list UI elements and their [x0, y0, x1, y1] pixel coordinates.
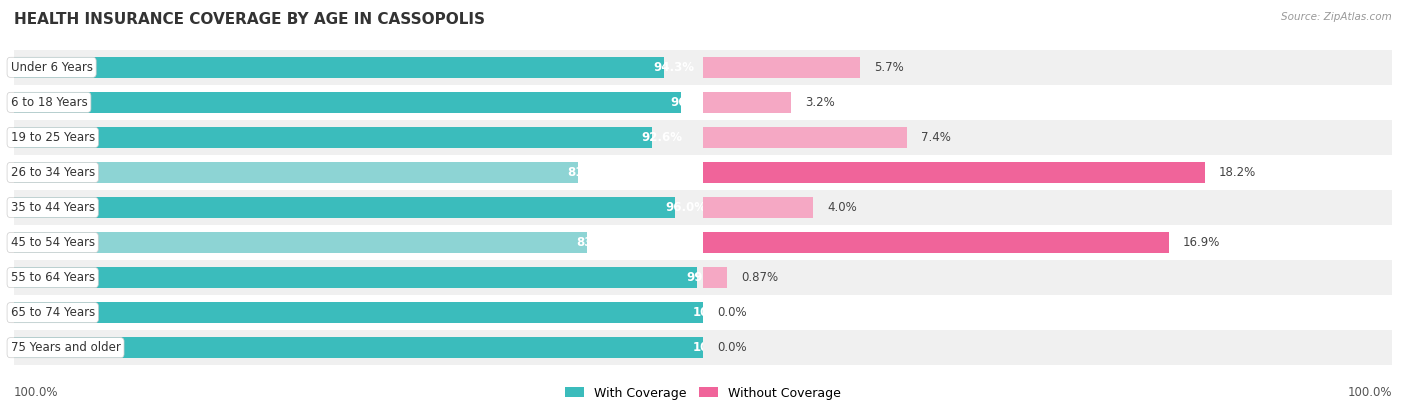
Text: 96.8%: 96.8% [671, 96, 711, 109]
Text: 94.3%: 94.3% [654, 61, 695, 74]
Bar [703, 190, 1392, 225]
Bar [14, 50, 703, 85]
Bar [703, 225, 738, 260]
Bar [703, 267, 727, 288]
Text: 7.4%: 7.4% [921, 131, 950, 144]
Bar [703, 85, 733, 120]
Text: 35 to 44 Years: 35 to 44 Years [11, 201, 94, 214]
Bar [14, 127, 652, 148]
Bar [703, 197, 813, 218]
Text: 18.2%: 18.2% [1219, 166, 1256, 179]
Text: HEALTH INSURANCE COVERAGE BY AGE IN CASSOPOLIS: HEALTH INSURANCE COVERAGE BY AGE IN CASS… [14, 12, 485, 27]
Text: 19 to 25 Years: 19 to 25 Years [11, 131, 94, 144]
Bar [703, 120, 1392, 155]
Text: 96.0%: 96.0% [665, 201, 706, 214]
Bar [696, 120, 703, 155]
Bar [703, 85, 1392, 120]
Bar [14, 330, 703, 365]
Text: 3.2%: 3.2% [806, 96, 835, 109]
Bar [703, 127, 907, 148]
Text: 55 to 64 Years: 55 to 64 Years [11, 271, 94, 284]
Bar [703, 190, 737, 225]
Text: 100.0%: 100.0% [14, 386, 59, 399]
Bar [14, 190, 703, 225]
Text: 92.6%: 92.6% [641, 131, 683, 144]
Bar [693, 330, 703, 365]
Text: 83.1%: 83.1% [576, 236, 617, 249]
Bar [703, 50, 731, 85]
Text: 0.0%: 0.0% [717, 341, 747, 354]
Text: 100.0%: 100.0% [693, 306, 741, 319]
Text: 26 to 34 Years: 26 to 34 Years [11, 166, 94, 179]
Bar [703, 295, 1392, 330]
Bar [14, 85, 703, 120]
Bar [703, 92, 792, 113]
Bar [14, 225, 703, 260]
Text: 0.87%: 0.87% [741, 271, 778, 284]
Text: 81.8%: 81.8% [567, 166, 609, 179]
Bar [703, 330, 744, 365]
Bar [703, 260, 740, 295]
Bar [14, 337, 703, 358]
Bar [14, 57, 664, 78]
Bar [696, 85, 703, 120]
Bar [703, 155, 1392, 190]
Text: 16.9%: 16.9% [1182, 236, 1220, 249]
Bar [14, 155, 703, 190]
Text: 75 Years and older: 75 Years and older [11, 341, 121, 354]
Text: 99.1%: 99.1% [686, 271, 727, 284]
Bar [703, 225, 1392, 260]
Bar [14, 92, 681, 113]
Text: 6 to 18 Years: 6 to 18 Years [11, 96, 87, 109]
Text: 45 to 54 Years: 45 to 54 Years [11, 236, 94, 249]
Bar [14, 197, 675, 218]
Bar [14, 267, 697, 288]
Bar [695, 190, 703, 225]
Bar [14, 120, 703, 155]
Text: 65 to 74 Years: 65 to 74 Years [11, 306, 94, 319]
Bar [703, 330, 1392, 365]
Text: 4.0%: 4.0% [827, 201, 856, 214]
Text: Under 6 Years: Under 6 Years [11, 61, 93, 74]
Bar [14, 162, 578, 183]
Text: Source: ZipAtlas.com: Source: ZipAtlas.com [1281, 12, 1392, 22]
Bar [693, 260, 703, 295]
Bar [703, 57, 860, 78]
Bar [703, 155, 735, 190]
Text: 100.0%: 100.0% [1347, 386, 1392, 399]
Text: 0.0%: 0.0% [717, 306, 747, 319]
Bar [703, 295, 742, 330]
Bar [703, 50, 1392, 85]
Bar [14, 232, 586, 253]
Bar [703, 162, 1205, 183]
Bar [696, 50, 703, 85]
Bar [14, 302, 703, 323]
Bar [695, 225, 703, 260]
Bar [695, 155, 703, 190]
Legend: With Coverage, Without Coverage: With Coverage, Without Coverage [561, 382, 845, 405]
Bar [703, 232, 1168, 253]
Bar [703, 120, 734, 155]
Text: 5.7%: 5.7% [875, 61, 904, 74]
Bar [14, 295, 703, 330]
Bar [703, 260, 1392, 295]
Text: 100.0%: 100.0% [693, 341, 741, 354]
Bar [693, 295, 703, 330]
Bar [14, 260, 703, 295]
